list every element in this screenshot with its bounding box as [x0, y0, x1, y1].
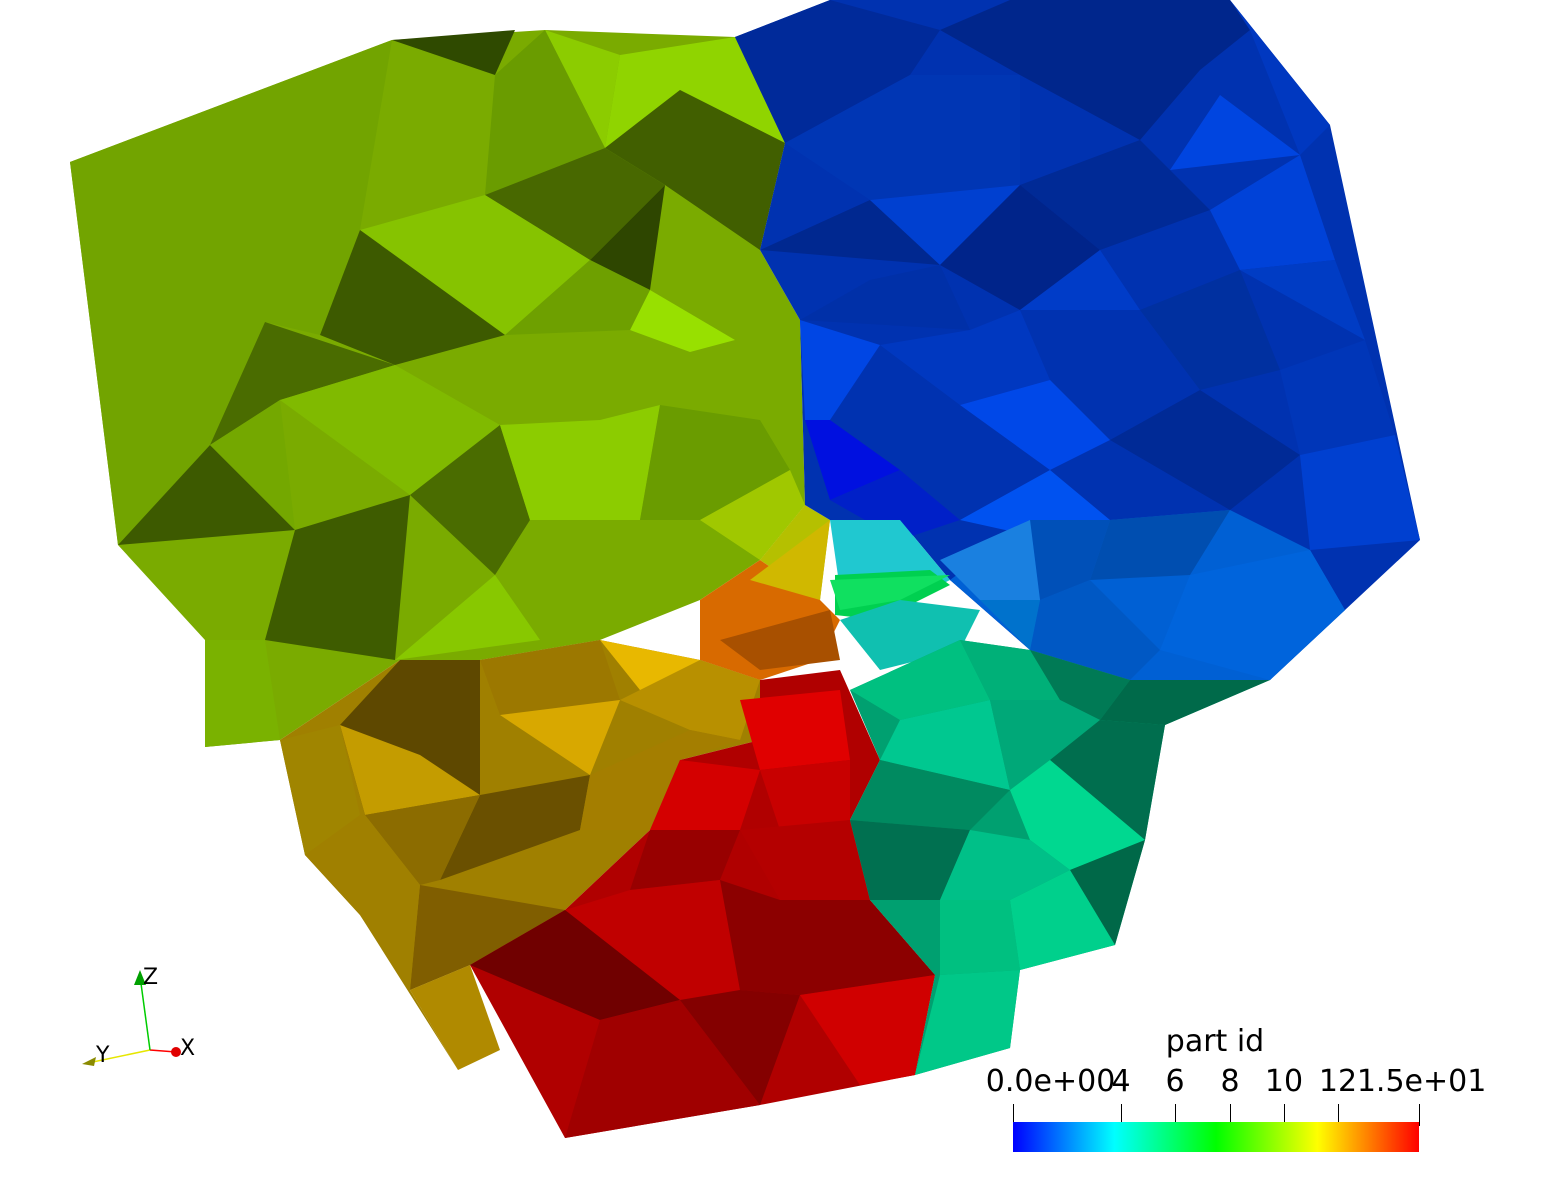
z-axis-line: [139, 975, 151, 1051]
y-axis-line: [87, 1049, 151, 1064]
mesh-part-blue: [735, 0, 1420, 680]
legend-tick-mark: [1013, 1104, 1014, 1126]
mesh-part-center: [700, 520, 980, 680]
legend-tick-label: 12: [1318, 1064, 1358, 1099]
z-axis-tip-icon: [134, 970, 146, 985]
legend-tick-mark: [1121, 1104, 1122, 1126]
mesh-part-lightblue: [940, 510, 1345, 680]
legend-tick-mark: [1338, 1104, 1339, 1126]
orientation-axes: X Y Z: [82, 965, 195, 1068]
legend-tick-label: 10: [1264, 1064, 1304, 1099]
legend-tick-mark: [1419, 1104, 1420, 1126]
y-axis-tip-icon: [82, 1057, 96, 1066]
x-axis-tip-icon: [171, 1047, 181, 1057]
mesh-part-yellow: [280, 640, 760, 1070]
legend-tick-label: 1.5e+01: [1356, 1064, 1487, 1099]
legend-tick-mark: [1284, 1104, 1285, 1126]
mesh-part-lime: [70, 30, 830, 747]
legend-tick-mark: [1175, 1104, 1176, 1126]
mesh-part-teal: [850, 640, 1270, 1075]
z-axis-label: Z: [143, 965, 158, 990]
y-axis-label: Y: [95, 1043, 110, 1068]
colorbar: [1013, 1122, 1419, 1152]
legend-tick-label: 8: [1220, 1064, 1240, 1099]
legend-tick-mark: [1230, 1104, 1231, 1126]
legend-title: part id: [1165, 1024, 1265, 1059]
legend-tick-label: 4: [1111, 1064, 1131, 1099]
x-axis-label: X: [180, 1036, 195, 1061]
legend-tick-label: 0.0e+00: [985, 1064, 1116, 1099]
legend-tick-label: 6: [1165, 1064, 1185, 1099]
mesh-part-red: [470, 670, 935, 1138]
